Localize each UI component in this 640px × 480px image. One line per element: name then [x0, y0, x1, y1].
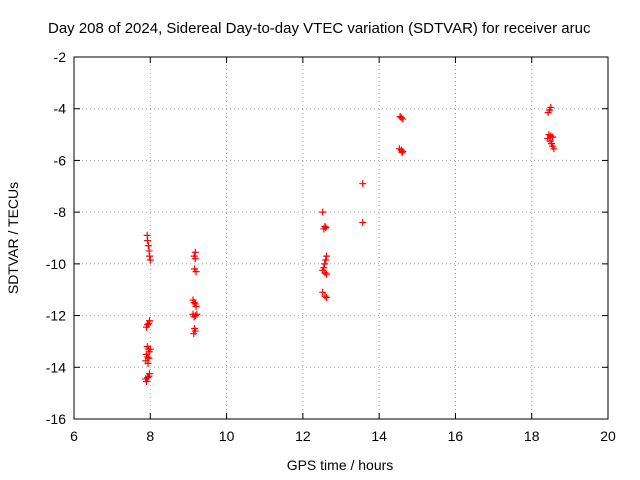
data-point-0-26: [191, 255, 199, 263]
data-point-0-1: [144, 237, 152, 245]
x-tick-label-3: 12: [295, 428, 311, 444]
y-tick-label-5: -6: [54, 152, 67, 168]
chart-title: Day 208 of 2024, Sidereal Day-to-day VTE…: [48, 20, 591, 37]
data-point-0-15: [144, 353, 152, 361]
y-tick-label-1: -14: [46, 359, 66, 375]
y-tick-label-7: -2: [54, 49, 67, 65]
data-point-0-36: [193, 310, 201, 318]
data-point-0-28: [192, 268, 200, 276]
data-point-0-46: [321, 260, 329, 268]
data-point-0-24: [191, 248, 199, 256]
data-point-0-18: [144, 359, 152, 367]
data-point-0-49: [321, 269, 329, 277]
x-axis-ticks: 6 8 10 12 14 16 18 20: [70, 57, 616, 444]
data-point-0-23: [146, 370, 154, 378]
x-axis-label: GPS time / hours: [287, 457, 394, 473]
data-point-0-51: [319, 288, 327, 296]
plot-border: [73, 56, 609, 420]
y-tick-label-6: -4: [54, 101, 67, 117]
data-point-0-73: [550, 145, 558, 153]
x-tick-label-4: 14: [371, 428, 387, 444]
data-point-0-21: [144, 374, 152, 382]
y-tick-label-0: -16: [46, 411, 66, 427]
data-point-0-65: [544, 109, 552, 117]
data-point-0-44: [323, 252, 331, 260]
data-point-0-68: [549, 133, 557, 141]
x-tick-label-7: 20: [600, 428, 616, 444]
y-axis-label: SDTVAR / TECUs: [5, 182, 21, 294]
data-point-0-13: [146, 345, 154, 353]
data-point-0-62: [398, 149, 406, 157]
x-tick-label-5: 16: [448, 428, 464, 444]
data-point-0-7: [144, 321, 152, 329]
data-point-0-2: [144, 242, 152, 250]
x-tick-label-6: 18: [524, 428, 540, 444]
data-points: [142, 103, 558, 386]
x-tick-label-0: 6: [70, 428, 78, 444]
data-point-0-57: [397, 114, 405, 122]
data-point-0-40: [319, 208, 327, 216]
x-tick-label-1: 8: [146, 428, 154, 444]
data-point-0-39: [190, 330, 198, 338]
data-point-0-32: [192, 303, 200, 311]
data-point-0-58: [399, 115, 407, 123]
data-point-0-30: [190, 299, 198, 307]
y-tick-label-2: -12: [46, 308, 66, 324]
data-point-0-20: [142, 378, 150, 386]
y-tick-label-3: -10: [46, 256, 66, 272]
data-point-0-45: [322, 256, 330, 264]
data-point-0-53: [323, 293, 331, 301]
data-point-0-61: [399, 147, 407, 155]
data-point-0-50: [323, 270, 331, 278]
y-tick-label-4: -8: [54, 204, 67, 220]
data-point-0-52: [321, 292, 329, 300]
x-tick-label-2: 10: [219, 428, 235, 444]
data-point-0-5: [146, 256, 154, 264]
data-point-0-9: [146, 317, 154, 325]
y-axis-ticks: -16 -14 -12 -10 -8 -6 -4 -2: [46, 49, 608, 427]
data-point-0-54: [359, 180, 367, 188]
data-point-0-43: [320, 225, 328, 233]
grid-lines: [74, 57, 608, 419]
data-point-0-4: [146, 252, 154, 260]
data-point-0-55: [359, 218, 367, 226]
data-point-0-35: [191, 312, 199, 320]
